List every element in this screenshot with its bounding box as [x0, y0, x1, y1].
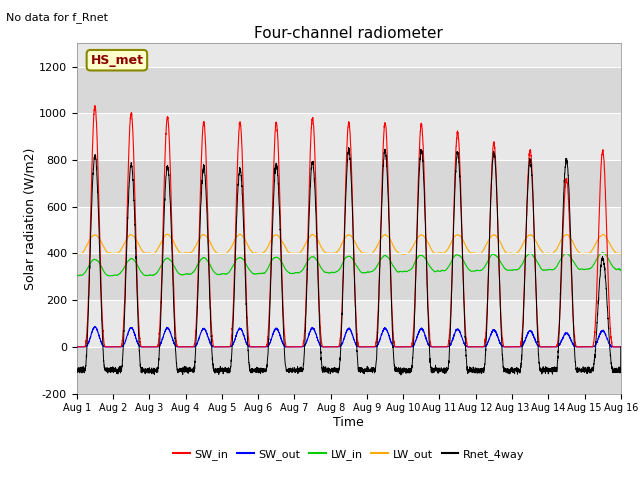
- Text: No data for f_Rnet: No data for f_Rnet: [6, 12, 108, 23]
- X-axis label: Time: Time: [333, 416, 364, 429]
- Text: HS_met: HS_met: [90, 54, 143, 67]
- Y-axis label: Solar radiation (W/m2): Solar radiation (W/m2): [23, 147, 36, 289]
- Bar: [77, 67, 621, 113]
- Bar: [77, 347, 621, 394]
- Legend: SW_in, SW_out, LW_in, LW_out, Rnet_4way: SW_in, SW_out, LW_in, LW_out, Rnet_4way: [169, 444, 529, 465]
- Bar: [77, 113, 621, 160]
- Title: Four-channel radiometer: Four-channel radiometer: [254, 25, 444, 41]
- Bar: [77, 160, 621, 207]
- Bar: [77, 300, 621, 347]
- Bar: [77, 207, 621, 253]
- Bar: [77, 253, 621, 300]
